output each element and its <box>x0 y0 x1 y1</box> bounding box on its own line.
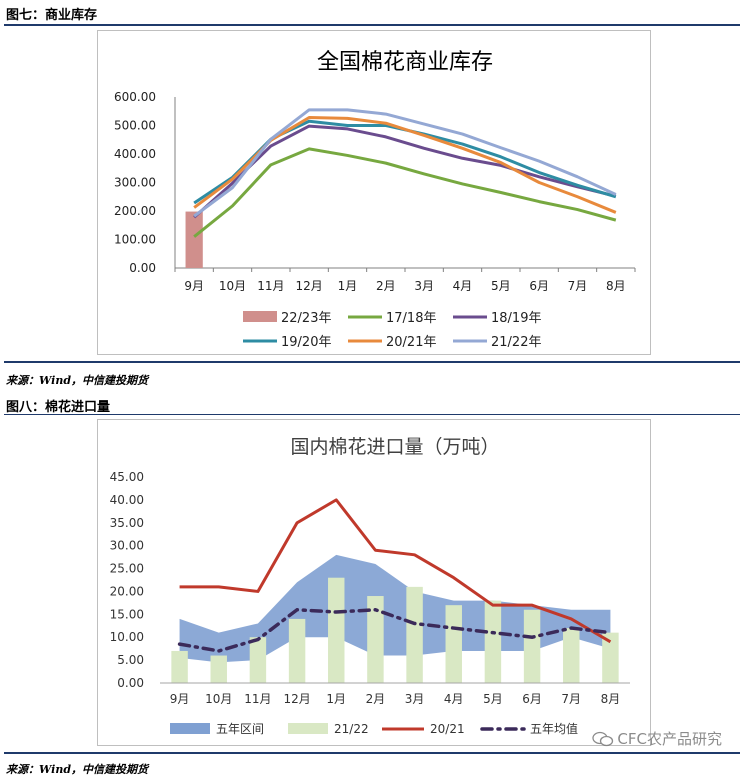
chart-commercial-stock-frame: 全国棉花商业库存 0.00 100.00 200.00 300.00 400.00 500.… <box>97 30 651 355</box>
chart-cotton-import: 国内棉花进口量（万吨） 0.00 5.00 10.00 15.00 20.00 25.00 3… <box>110 436 630 736</box>
x-tick-label: 2月 <box>376 279 396 293</box>
legend-label: 17/18年 <box>386 311 436 326</box>
y-tick-label: 500.00 <box>114 119 156 133</box>
x-tick-label: 11月 <box>244 692 271 706</box>
bar-2122 <box>445 605 462 683</box>
legend-label: 22/23年 <box>281 311 331 326</box>
y-tick-label: 600.00 <box>114 90 156 104</box>
figure-8-source: 来源：Wind，中信建投期货 <box>6 763 149 776</box>
x-tick-label: 6月 <box>522 692 542 706</box>
figure-8-top-rule <box>4 414 740 415</box>
x-tick-label: 10月 <box>219 279 246 293</box>
bar-2122 <box>210 655 227 683</box>
x-tick-label: 6月 <box>529 279 549 293</box>
watermark-text: CFC农产品研究 <box>617 730 722 748</box>
legend-label: 20/21 <box>430 722 465 736</box>
x-tick-label: 5月 <box>491 279 511 293</box>
chart-title: 全国棉花商业库存 <box>317 50 493 75</box>
watermark: CFC农产品研究 <box>592 728 722 749</box>
chart-cotton-import-frame: 国内棉花进口量（万吨） 0.00 5.00 10.00 15.00 20.00 25.00 3… <box>97 419 651 746</box>
legend-swatch <box>243 311 277 322</box>
bar-2122 <box>367 596 384 683</box>
legend-label: 21/22年 <box>491 335 541 350</box>
x-tick-label: 2月 <box>366 692 386 706</box>
bar-2122 <box>523 609 541 683</box>
x-tick-label: 10月 <box>205 692 232 706</box>
bar-2122 <box>249 637 267 683</box>
legend-label: 五年区间 <box>216 722 264 736</box>
series-line-2021 <box>179 498 612 644</box>
x-tick-label: 12月 <box>296 279 323 293</box>
x-tick-label: 9月 <box>184 279 204 293</box>
y-tick-label: 25.00 <box>110 562 144 576</box>
series-line-21-22年 <box>193 108 617 218</box>
bar-2122 <box>288 618 306 683</box>
x-tick-label: 8月 <box>601 692 621 706</box>
series-line-17-18年 <box>193 147 617 238</box>
legend-swatch <box>288 723 328 734</box>
x-tick-label: 9月 <box>170 692 190 706</box>
series-line-five-year-avg <box>177 607 613 653</box>
figure-7-source: 来源：Wind，中信建投期货 <box>6 374 149 387</box>
x-tick-label: 1月 <box>326 692 346 706</box>
bar-2122 <box>171 650 188 683</box>
legend-label: 五年均值 <box>530 721 578 736</box>
y-tick-label: 0.00 <box>117 676 144 690</box>
x-tick-label: 1月 <box>338 279 358 293</box>
x-tick-label: 4月 <box>444 692 464 706</box>
series-line-20-21年 <box>193 116 617 214</box>
figure-8-bottom-rule <box>4 752 740 754</box>
legend-label: 18/19年 <box>491 311 541 326</box>
bar-2122 <box>484 600 502 683</box>
series-line-19-20年 <box>193 119 617 205</box>
y-tick-label: 10.00 <box>110 630 144 644</box>
bar-2122 <box>563 628 580 683</box>
x-tick-label: 3月 <box>405 692 425 706</box>
x-tick-label: 12月 <box>283 692 310 706</box>
figure-7-label: 图七：商业库存 <box>6 8 98 23</box>
chart-title: 国内棉花进口量（万吨） <box>290 436 499 458</box>
y-tick-label: 5.00 <box>117 653 144 667</box>
y-tick-label: 0.00 <box>129 261 156 275</box>
bar-2122 <box>406 586 423 683</box>
x-tick-label: 8月 <box>606 279 626 293</box>
x-tick-label: 7月 <box>561 692 581 706</box>
bar-2122 <box>602 632 619 683</box>
y-tick-label: 45.00 <box>110 470 144 484</box>
x-tick-label: 3月 <box>414 279 434 293</box>
figure-7-top-rule <box>4 24 740 26</box>
wechat-icon <box>592 731 614 747</box>
x-tick-label: 4月 <box>453 279 473 293</box>
legend-label: 21/22 <box>334 722 369 736</box>
x-tick-label: 7月 <box>568 279 588 293</box>
legend-swatch <box>170 723 210 734</box>
bar-2122 <box>328 577 345 683</box>
y-tick-label: 20.00 <box>110 584 144 598</box>
legend-label: 19/20年 <box>281 335 331 350</box>
y-tick-label: 100.00 <box>114 233 156 247</box>
y-tick-label: 35.00 <box>110 516 144 530</box>
series-line-18-19年 <box>193 124 617 219</box>
y-tick-label: 15.00 <box>110 607 144 621</box>
legend-label: 20/21年 <box>386 335 436 350</box>
y-tick-label: 30.00 <box>110 539 144 553</box>
x-tick-label: 11月 <box>257 279 284 293</box>
bar-2223 <box>185 211 203 268</box>
x-tick-label: 5月 <box>483 692 503 706</box>
figure-8-label: 图八：棉花进口量 <box>6 400 111 415</box>
chart-commercial-stock: 全国棉花商业库存 0.00 100.00 200.00 300.00 400.00 500.… <box>114 50 636 350</box>
y-tick-label: 200.00 <box>114 204 156 218</box>
y-tick-label: 40.00 <box>110 493 144 507</box>
y-tick-label: 400.00 <box>114 147 156 161</box>
y-tick-label: 300.00 <box>114 176 156 190</box>
figure-7-bottom-rule <box>4 361 740 363</box>
